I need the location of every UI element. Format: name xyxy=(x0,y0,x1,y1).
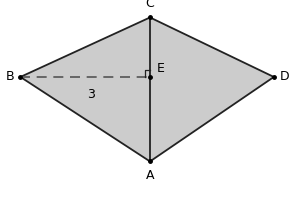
Text: E: E xyxy=(157,62,165,75)
Text: 3: 3 xyxy=(87,88,95,101)
Text: D: D xyxy=(280,70,289,83)
Polygon shape xyxy=(20,17,274,161)
Text: A: A xyxy=(146,169,154,182)
Text: C: C xyxy=(146,0,154,10)
Text: B: B xyxy=(6,70,15,83)
